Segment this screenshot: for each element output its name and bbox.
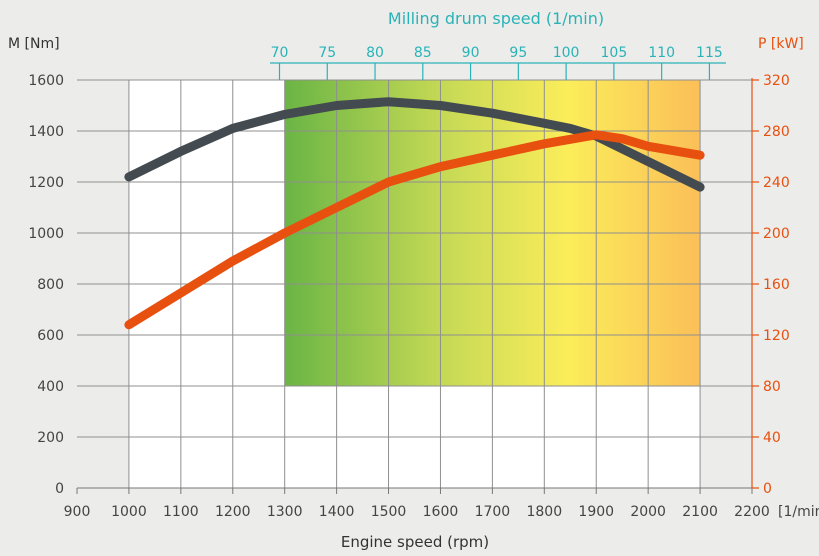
x-tick-label: 1000 xyxy=(111,504,147,520)
x2-tick-label: 85 xyxy=(414,45,432,61)
y-left-tick-label: 600 xyxy=(37,328,64,344)
y-right-tick-label: 160 xyxy=(763,277,790,293)
x-tick-label: 1200 xyxy=(215,504,251,520)
y-left-tick-label: 1400 xyxy=(28,124,64,140)
x2-tick-label: 90 xyxy=(462,45,480,61)
x-tick-label: 2100 xyxy=(682,504,718,520)
x-tick-label: 900 xyxy=(64,504,91,520)
y-right-tick-label: 240 xyxy=(763,175,790,191)
y-right-tick-label: 120 xyxy=(763,328,790,344)
y-right-tick-label: 40 xyxy=(763,430,781,446)
y-right-tick-label: 0 xyxy=(763,481,772,497)
y-right-tick-label: 320 xyxy=(763,73,790,89)
x2-tick-label: 80 xyxy=(366,45,384,61)
x-tick-label: 1100 xyxy=(163,504,199,520)
x2-tick-label: 100 xyxy=(553,45,580,61)
right-axis-title: P [kW] xyxy=(758,36,804,52)
top-axis-title: Milling drum speed (1/min) xyxy=(388,9,604,28)
x-unit-label: [1/min] xyxy=(778,504,819,520)
x-tick-label: 1900 xyxy=(578,504,614,520)
y-right-tick-label: 80 xyxy=(763,379,781,395)
series-layer xyxy=(124,97,705,330)
x2-tick-label: 70 xyxy=(271,45,289,61)
y-right-tick-label: 280 xyxy=(763,124,790,140)
x-tick-label: 2000 xyxy=(630,504,666,520)
x2-tick-label: 95 xyxy=(509,45,527,61)
x-tick-label: 1400 xyxy=(319,504,355,520)
x2-tick-label: 105 xyxy=(601,45,628,61)
power-curve xyxy=(124,130,705,330)
x-tick-label: 1500 xyxy=(371,504,407,520)
y-left-tick-label: 1200 xyxy=(28,175,64,191)
y-left-tick-label: 1000 xyxy=(28,226,64,242)
x2-tick-label: 110 xyxy=(648,45,675,61)
x2-tick-label: 115 xyxy=(696,45,723,61)
x2-tick-label: 75 xyxy=(318,45,336,61)
left-axis-title: M [Nm] xyxy=(8,36,60,52)
x-tick-label: 1800 xyxy=(526,504,562,520)
y-left-tick-label: 800 xyxy=(37,277,64,293)
bottom-axis-title: Engine speed (rpm) xyxy=(341,533,489,551)
x-tick-label: 1600 xyxy=(423,504,459,520)
y-left-tick-label: 1600 xyxy=(28,73,64,89)
x-tick-label: 1300 xyxy=(267,504,303,520)
grid-layer xyxy=(77,79,752,488)
y-right-tick-label: 200 xyxy=(763,226,790,242)
x-tick-label: 2200 xyxy=(734,504,770,520)
x-tick-label: 1700 xyxy=(475,504,511,520)
y-left-tick-label: 200 xyxy=(37,430,64,446)
y-left-tick-label: 0 xyxy=(55,481,64,497)
axes-layer: 900 1000 1100 1200 1300 1400 1500 1600 1700 1800 1… xyxy=(28,45,789,520)
y-left-tick-label: 400 xyxy=(37,379,64,395)
